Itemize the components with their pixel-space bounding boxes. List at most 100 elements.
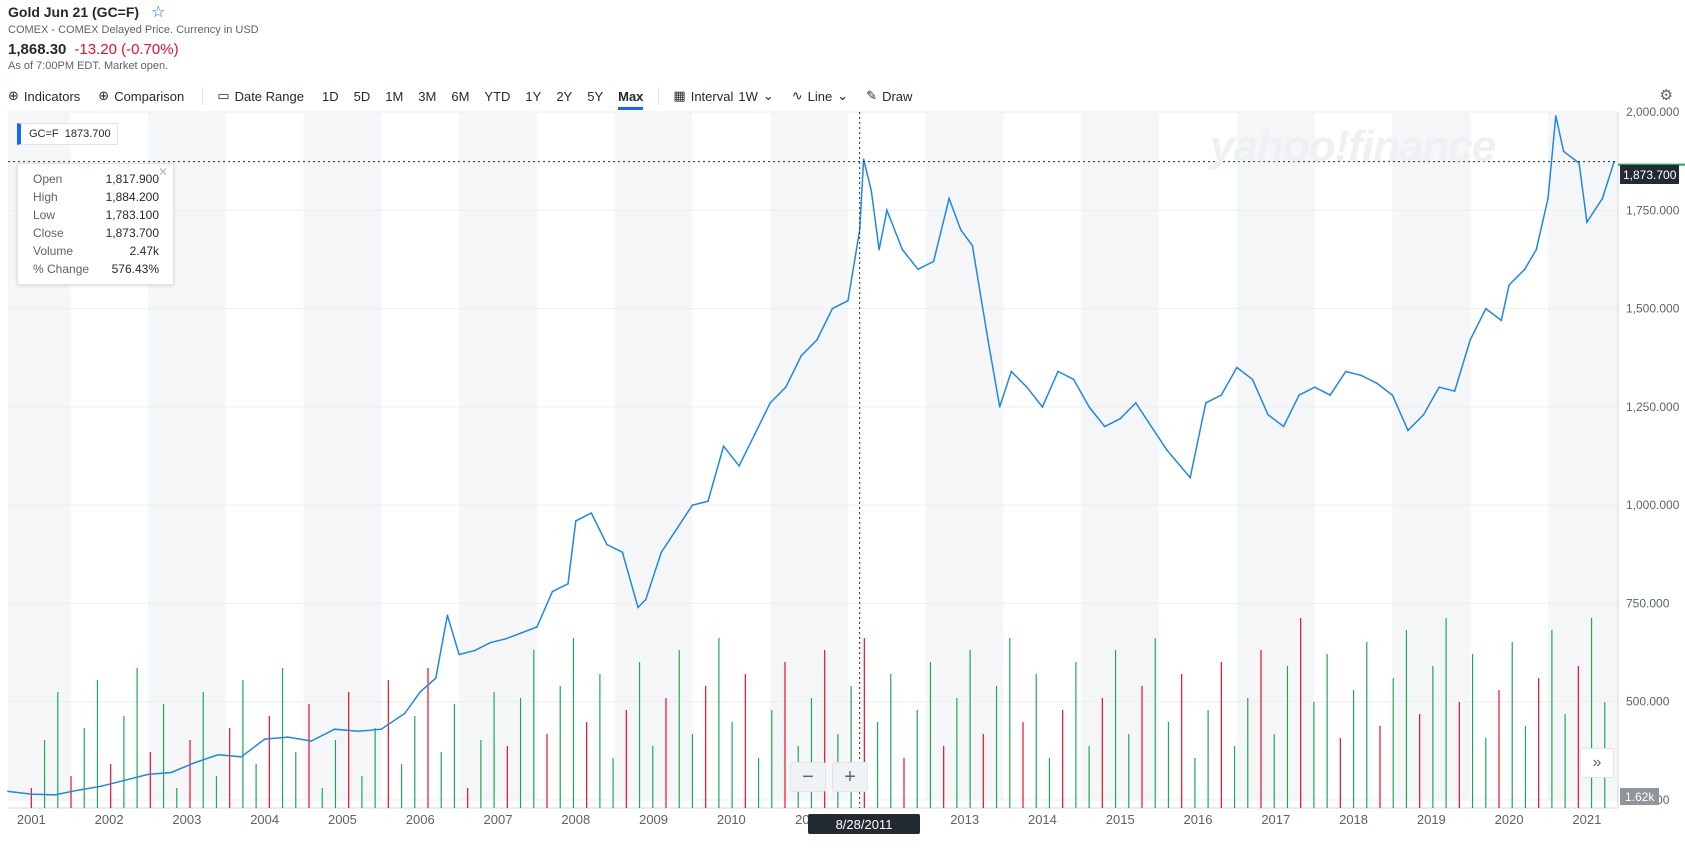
data-point — [1267, 413, 1269, 416]
data-point — [1484, 307, 1487, 310]
data-point — [816, 339, 818, 341]
data-point — [1189, 476, 1192, 479]
indicators-button[interactable]: ⊕ Indicators — [8, 88, 80, 104]
data-point — [800, 354, 803, 357]
year-band — [1548, 112, 1618, 800]
range-5y[interactable]: 5Y — [587, 88, 604, 104]
tooltip-value: 1,783.100 — [105, 208, 159, 222]
year-band — [1081, 112, 1160, 800]
zoom-out-button[interactable]: − — [790, 762, 826, 792]
data-point — [1119, 417, 1122, 420]
gear-icon[interactable]: ⚙ — [1659, 87, 1673, 104]
data-point — [1072, 378, 1075, 381]
zoom-in-button[interactable]: + — [832, 762, 868, 792]
comparison-button[interactable]: ⊕ Comparison — [98, 88, 184, 104]
close-icon[interactable]: ✕ — [157, 165, 168, 179]
data-point — [1376, 382, 1378, 385]
year-band — [1236, 112, 1315, 800]
range-ytd[interactable]: YTD — [484, 88, 511, 104]
data-point — [7, 790, 9, 793]
data-point — [1547, 197, 1549, 200]
ohlc-tooltip: ✕ Open 1,817.900 High 1,884.200 Low 1,783.1… — [17, 163, 174, 285]
data-point — [240, 755, 243, 758]
toolbar-divider — [658, 87, 660, 105]
interval-dropdown[interactable]: ▦ Interval 1W ⌄ — [673, 88, 773, 104]
interval-value: 1W — [738, 88, 758, 104]
tooltip-key: Low — [33, 208, 56, 222]
data-point — [676, 527, 678, 530]
range-1y[interactable]: 1Y — [525, 88, 542, 104]
toolbar-divider — [202, 87, 204, 105]
data-point — [380, 728, 383, 731]
tooltip-value: 1,884.200 — [105, 190, 159, 204]
range-3m[interactable]: 3M — [418, 88, 437, 104]
range-1m[interactable]: 1M — [385, 88, 404, 104]
chevron-down-icon: ⌄ — [837, 88, 849, 103]
data-point — [147, 773, 149, 776]
x-tick-label: 2017 — [1261, 812, 1290, 827]
data-point — [473, 649, 476, 652]
date-range-button[interactable]: ▭ Date Range — [217, 88, 304, 104]
plus-circle-icon: ⊕ — [98, 88, 110, 103]
data-point — [446, 614, 449, 617]
range-5d[interactable]: 5D — [353, 88, 371, 104]
year-band — [925, 112, 1004, 800]
draw-button[interactable]: ✎ Draw — [866, 88, 912, 104]
crosshair-date-label: 8/28/2011 — [808, 814, 920, 834]
current-price: 1,868.30 — [8, 41, 67, 58]
data-point — [1166, 449, 1168, 451]
data-point — [1360, 374, 1363, 377]
data-point — [193, 761, 196, 764]
tooltip-value: 1,873.700 — [105, 226, 159, 240]
comparison-label: Comparison — [114, 88, 185, 104]
data-point — [1041, 406, 1044, 408]
year-band — [614, 112, 693, 800]
data-point — [707, 500, 709, 503]
range-1d[interactable]: 1D — [321, 88, 339, 104]
x-tick-label: 2008 — [561, 812, 590, 827]
y-tick-label: 1,000.000 — [1626, 498, 1680, 512]
range-6m[interactable]: 6M — [451, 88, 470, 104]
calendar-icon: ▭ — [217, 88, 230, 103]
data-point — [1578, 162, 1580, 164]
data-point — [831, 307, 834, 310]
plus-circle-icon: ⊕ — [8, 88, 19, 103]
x-tick-label: 2016 — [1184, 812, 1213, 827]
data-point — [287, 736, 289, 738]
x-tick-label: 2018 — [1339, 812, 1368, 827]
data-point — [971, 244, 974, 247]
data-point — [170, 771, 173, 774]
data-point — [1500, 319, 1503, 322]
star-icon[interactable]: ☆ — [151, 4, 166, 21]
data-point — [217, 753, 219, 756]
data-point — [644, 598, 647, 601]
chart-toolbar: ⊕ Indicators ⊕ Comparison ▭ Date Range 1… — [8, 86, 1685, 110]
tooltip-key: High — [33, 190, 58, 204]
x-tick-label: 2004 — [250, 812, 279, 827]
range-2y[interactable]: 2Y — [556, 88, 573, 104]
quote-title: Gold Jun 21 (GC=F) — [8, 4, 140, 20]
chart-type-label: Line — [807, 88, 833, 104]
data-point — [1057, 370, 1059, 373]
data-point — [1438, 386, 1440, 389]
data-point — [858, 229, 861, 231]
y-tick-label: 750.000 — [1626, 596, 1670, 610]
draw-label: Draw — [882, 88, 913, 104]
quote-subtitle: COMEX - COMEX Delayed Price. Currency in… — [8, 24, 259, 36]
data-point — [1469, 339, 1472, 341]
x-tick-label: 2015 — [1106, 812, 1135, 827]
data-point — [1134, 402, 1137, 404]
range-max[interactable]: Max — [618, 89, 644, 110]
chart-type-dropdown[interactable]: ∿ Line ⌄ — [792, 88, 848, 104]
date-range-label: Date Range — [234, 88, 304, 104]
data-point — [722, 445, 725, 447]
data-point — [870, 189, 873, 192]
x-tick-label: 2010 — [717, 812, 746, 827]
data-point — [458, 653, 460, 656]
data-point — [1554, 115, 1557, 117]
y-tick-label: 500.000 — [1626, 695, 1670, 709]
data-point — [1508, 284, 1510, 286]
scroll-right-button[interactable]: » — [1580, 748, 1614, 778]
year-band — [1392, 112, 1471, 800]
